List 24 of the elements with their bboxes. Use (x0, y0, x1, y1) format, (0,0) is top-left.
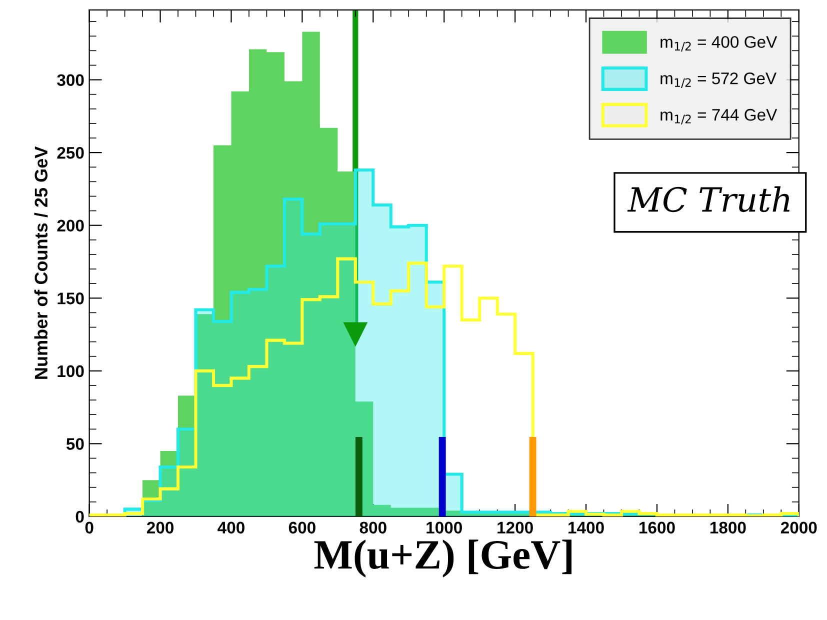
x-tick-label: 2000 (780, 522, 817, 534)
x-tick-label: 200 (146, 522, 174, 534)
x-tick-label: 400 (218, 522, 244, 534)
y-tick-label: 50 (66, 438, 84, 450)
x-axis-title: M(u+Z) [GeV] (314, 540, 572, 578)
legend-label: m$_{1/2}$ = 400 GeV (660, 36, 778, 52)
annotation: MC Truth (627, 186, 790, 212)
y-tick-label: 100 (58, 365, 84, 378)
x-tick-label: 0 (85, 522, 94, 534)
y-tick-label: 250 (57, 146, 84, 159)
x-tick-label: 800 (360, 522, 386, 534)
legend-label: m$_{1/2}$ = 744 GeV (660, 108, 778, 124)
x-tick-label: 1600 (639, 522, 675, 534)
y-tick-label: 0 (76, 510, 84, 523)
y-axis-title: Number of Counts / 25 GeV (34, 146, 48, 379)
y-tick-label: 150 (58, 292, 84, 304)
x-tick-label: 1400 (568, 522, 604, 534)
x-tick-label: 600 (288, 522, 316, 534)
legend-label: m$_{1/2}$ = 572 GeV (660, 72, 777, 88)
x-tick-label: 1200 (498, 522, 533, 534)
y-tick-label: 300 (57, 74, 84, 86)
y-tick-label: 200 (57, 220, 84, 232)
x-tick-label: 1000 (426, 522, 462, 534)
x-tick-label: 1800 (710, 522, 746, 534)
